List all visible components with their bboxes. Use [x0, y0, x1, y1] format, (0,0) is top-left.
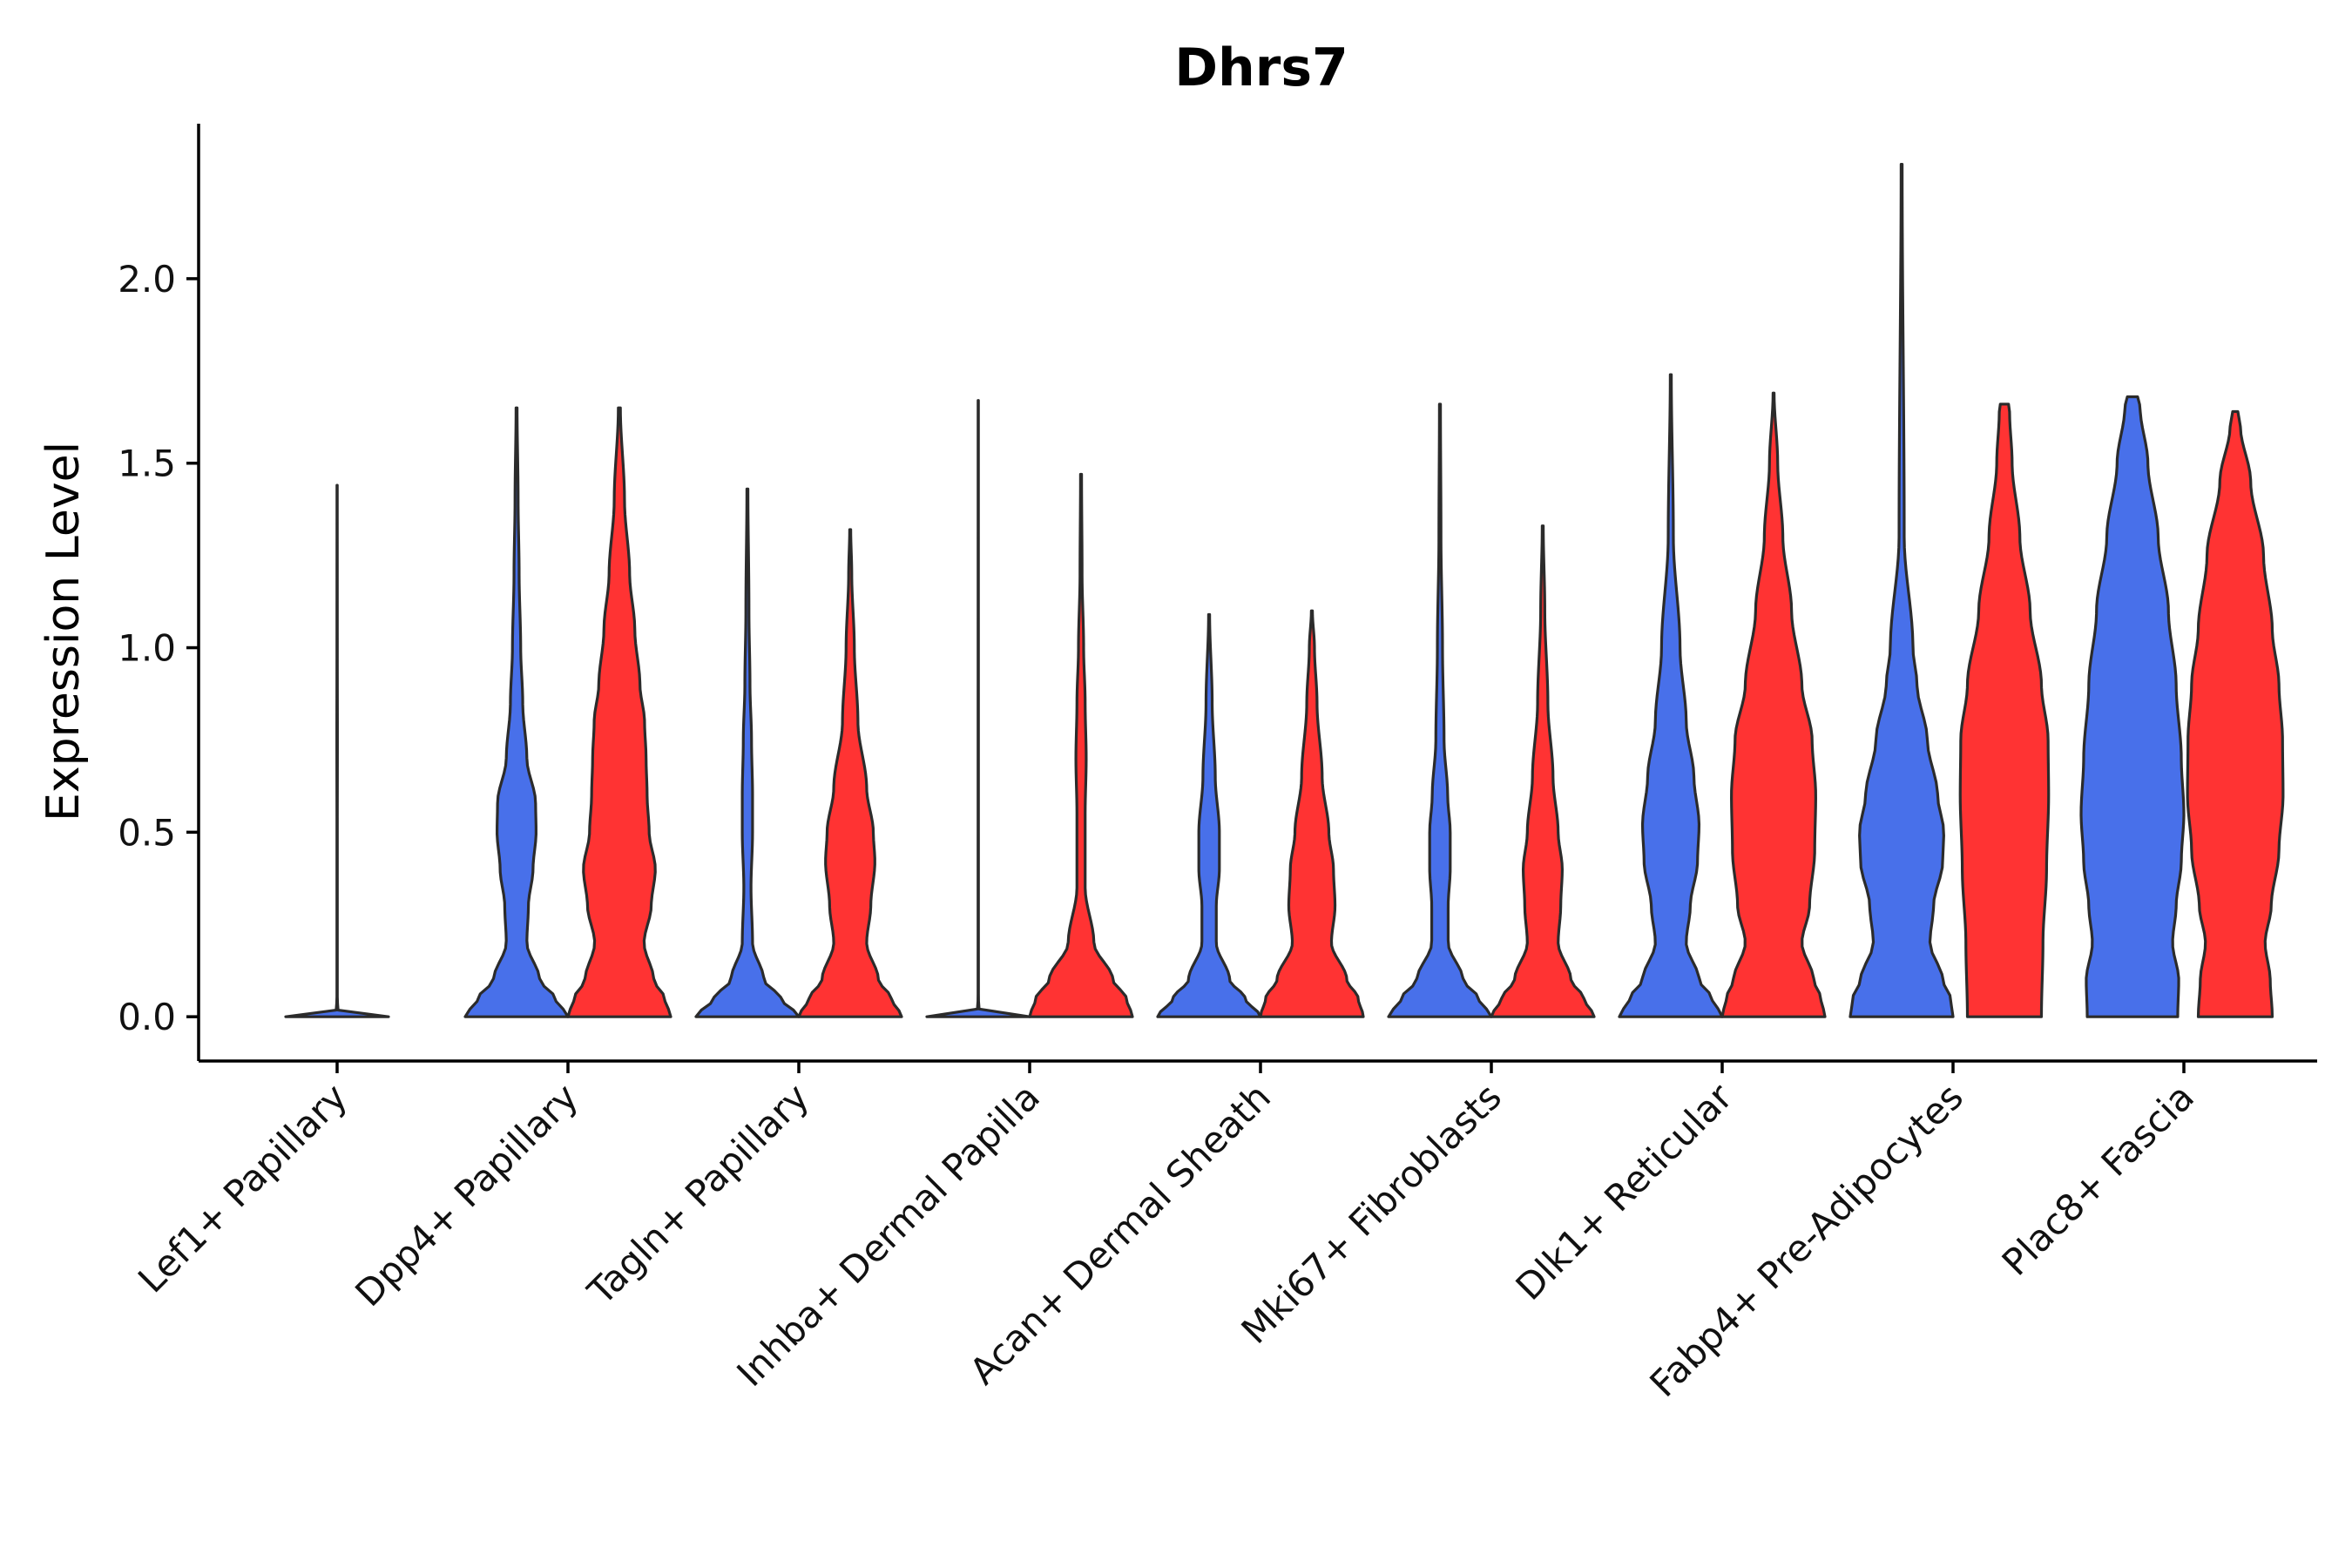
y-tick-label: 1.5: [118, 443, 176, 485]
x-tick-label-dpp4-papillary: Dpp4+ Papillary: [347, 1075, 586, 1315]
x-tick-label-tagln-papillary: Tagln+ Papillary: [579, 1075, 817, 1313]
violin-dlk1-reticular-group-1: [1618, 373, 1724, 1018]
violin-fabp4-pre-adipocytes-group-2: [1958, 402, 2051, 1018]
y-axis-label: Expression Level: [37, 442, 90, 821]
y-tick-label: 0.5: [118, 811, 176, 854]
x-tick-label-lef1-papillary: Lef1+ Papillary: [130, 1075, 355, 1301]
x-tick-label-plac8-fascia: Plac8+ Fascia: [1994, 1075, 2202, 1283]
x-tick-label-mki67-fibroblasts: Mki67+ Fibroblasts: [1233, 1075, 1510, 1351]
chart-title: Dhrs7: [1174, 37, 1348, 98]
y-tick-label: 0.0: [118, 996, 176, 1038]
violin-dpp4-papillary-group-1: [463, 406, 570, 1018]
violin-dlk1-reticular-group-2: [1720, 391, 1827, 1018]
violin-mki67-fibroblasts-group-2: [1490, 524, 1596, 1018]
y-axis: 0.0 0.5 1.0 1.5 2.0: [118, 124, 200, 1061]
violin-lef1-papillary-group-1: [284, 483, 390, 1018]
violin-inhba-dermal-papilla-group-1: [925, 399, 1031, 1018]
violin-inhba-dermal-papilla-group-2: [1028, 472, 1134, 1018]
violin-dpp4-papillary-group-2: [566, 406, 672, 1018]
violin-tagln-papillary-group-2: [797, 528, 903, 1018]
violin-acan-dermal-sheath-group-1: [1156, 612, 1262, 1018]
x-tick-label-dlk1-reticular: Dlk1+ Reticular: [1508, 1075, 1741, 1308]
violin-acan-dermal-sheath-group-2: [1259, 609, 1365, 1018]
violin-mki67-fibroblasts-group-1: [1387, 402, 1493, 1018]
violin-tagln-papillary-group-1: [694, 487, 801, 1018]
y-tick-label: 2.0: [118, 258, 176, 301]
violins-layer: [284, 163, 2285, 1018]
violin-plac8-fascia-group-2: [2186, 409, 2285, 1018]
violin-plac8-fascia-group-1: [2079, 395, 2186, 1018]
violin-fabp4-pre-adipocytes-group-1: [1848, 163, 1955, 1018]
y-tick-label: 1.0: [118, 627, 176, 670]
